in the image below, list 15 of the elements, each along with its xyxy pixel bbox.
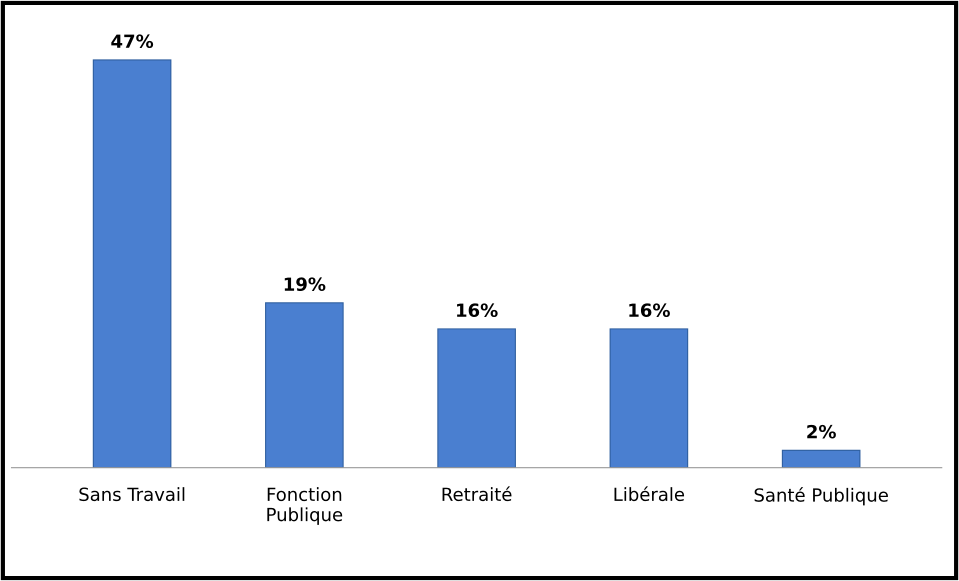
data-label: 16% bbox=[629, 303, 670, 318]
x-tick-label: Retraité bbox=[442, 486, 512, 502]
bar bbox=[265, 302, 344, 468]
data-label: 16% bbox=[457, 303, 498, 318]
bar bbox=[437, 328, 516, 468]
x-tick-label: Santé Publique bbox=[754, 487, 888, 506]
data-label: 2% bbox=[807, 424, 836, 439]
bar bbox=[610, 328, 688, 468]
x-tick-label: Sans Travail bbox=[79, 487, 184, 502]
x-tick-label: Libérale bbox=[614, 486, 684, 502]
x-tick-label: Fonction Publique bbox=[267, 487, 342, 525]
data-label: 19% bbox=[284, 277, 326, 292]
bar bbox=[782, 450, 860, 468]
data-label: 47% bbox=[111, 34, 154, 48]
bar bbox=[92, 59, 172, 468]
